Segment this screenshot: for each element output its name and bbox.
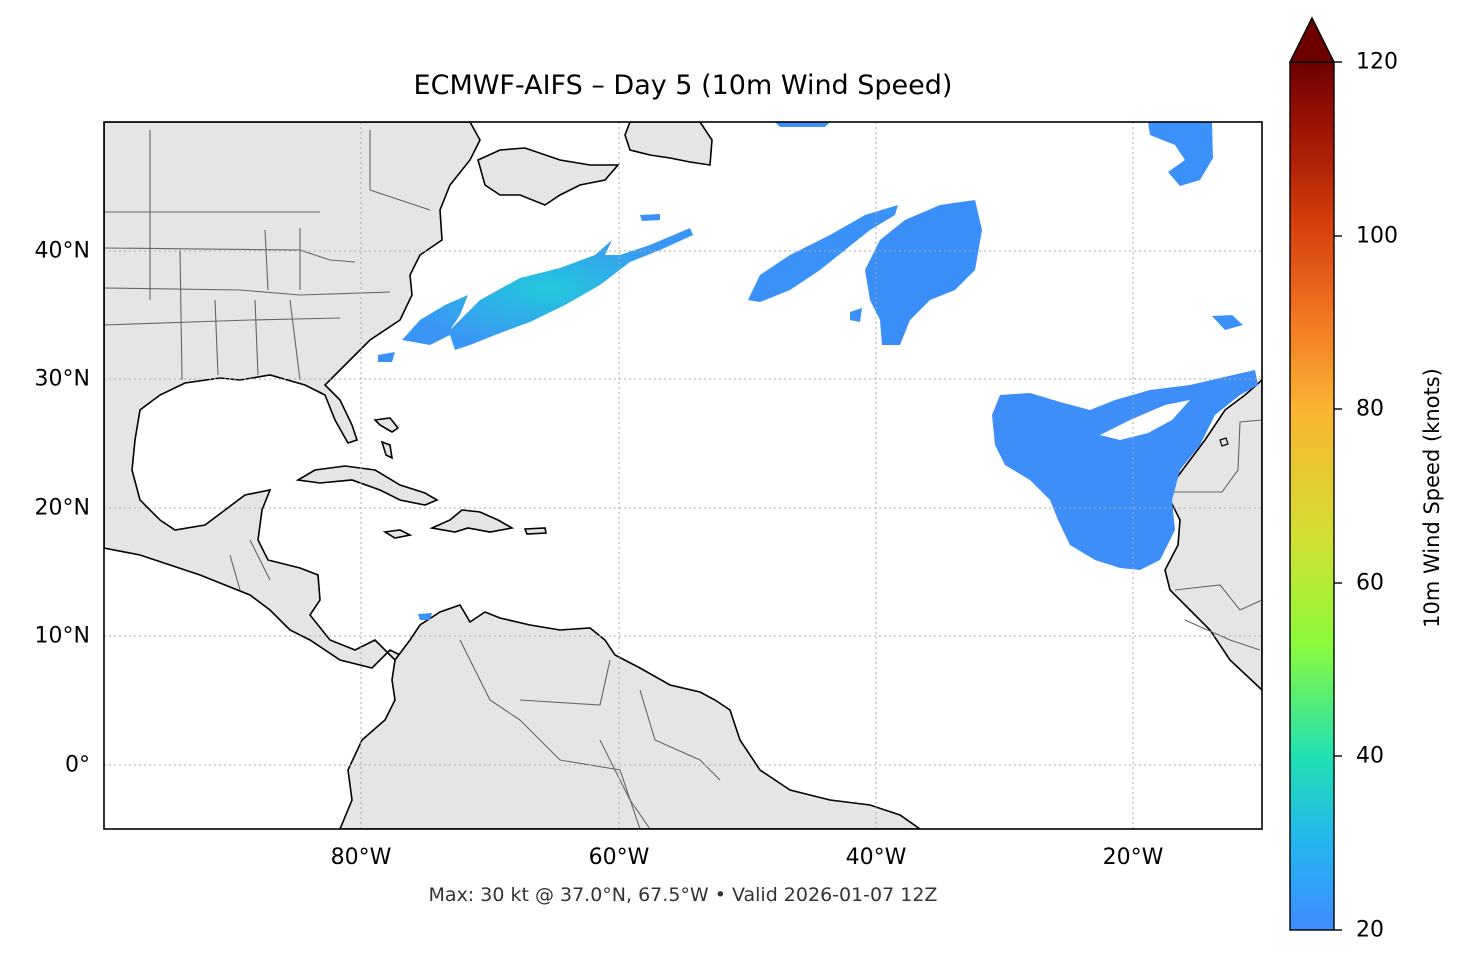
colorbar-ticks xyxy=(1334,61,1342,931)
wind-area-canary-hole xyxy=(1100,400,1190,440)
wind-area-mid-atlantic-jet xyxy=(402,228,693,350)
wind-area-central-atlantic-band xyxy=(748,205,898,302)
y-tick-label: 0° xyxy=(65,752,90,778)
land-puerto-rico xyxy=(523,527,547,535)
colorbar xyxy=(1289,61,1335,931)
footer-info: Max: 30 kt @ 37.0°N, 67.5°W • Valid 2026… xyxy=(428,884,938,906)
map-frame xyxy=(103,121,1263,830)
y-tick-label: 10°N xyxy=(34,623,90,649)
colorbar-tick-label: 20 xyxy=(1356,917,1384,943)
wind-area-north-edge xyxy=(775,122,1213,186)
state-borders xyxy=(104,130,1262,829)
land-maritimes xyxy=(477,147,620,206)
colorbar-extend-arrow xyxy=(1288,16,1336,63)
wind-area-canary-trade-winds xyxy=(992,370,1258,570)
colorbar-tick-label: 80 xyxy=(1356,396,1384,422)
colorbar-tick-label: 40 xyxy=(1356,743,1384,769)
colorbar-tick-label: 120 xyxy=(1356,49,1398,75)
map-title: ECMWF-AIFS – Day 5 (10m Wind Speed) xyxy=(413,70,953,101)
x-tick-label: 40°W xyxy=(845,845,907,870)
gridlines xyxy=(104,122,1262,829)
land-cuba xyxy=(295,465,439,506)
land-south-america xyxy=(339,604,922,829)
land-hispaniola xyxy=(429,509,515,533)
land-bahamas xyxy=(373,417,400,460)
x-tick-label: 80°W xyxy=(330,845,392,870)
land-north-america xyxy=(104,122,481,669)
y-tick-label: 20°N xyxy=(34,495,90,521)
colorbar-tick-label: 60 xyxy=(1356,570,1384,596)
x-tick-label: 20°W xyxy=(1102,845,1164,870)
colorbar-label: 10m Wind Speed (knots) xyxy=(1420,368,1444,628)
y-tick-label: 30°N xyxy=(34,366,90,392)
land-newfoundland xyxy=(624,122,713,166)
wind-area-azores-low xyxy=(865,200,982,345)
land-canary-islands xyxy=(1219,437,1229,447)
colorbar-tick-label: 100 xyxy=(1356,223,1398,249)
x-tick-label: 60°W xyxy=(588,845,650,870)
land-africa xyxy=(1164,378,1262,692)
land-jamaica xyxy=(382,529,413,539)
y-tick-label: 40°N xyxy=(34,238,90,264)
wind-shading xyxy=(378,122,1258,620)
